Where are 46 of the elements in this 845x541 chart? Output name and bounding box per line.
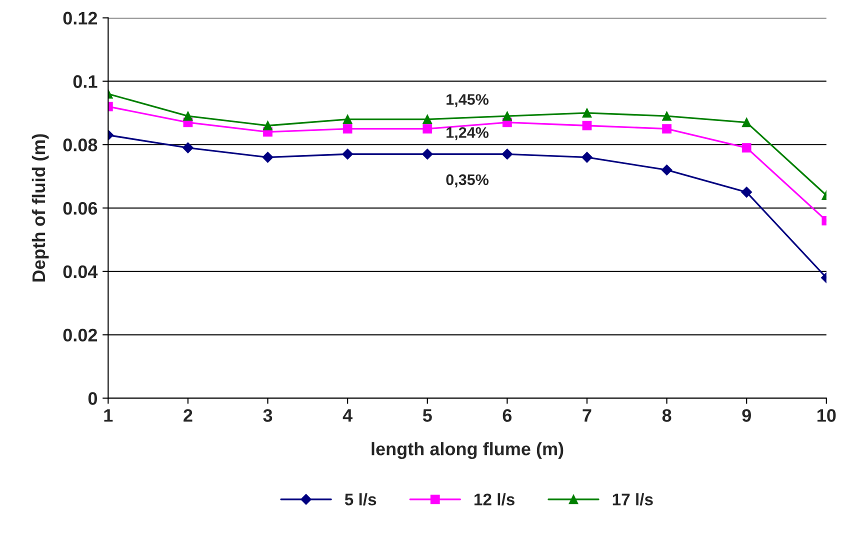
point — [502, 148, 513, 160]
point — [662, 124, 672, 134]
point — [741, 186, 752, 198]
x-tick-label: 7 — [582, 409, 592, 422]
point — [662, 111, 672, 121]
point — [183, 111, 193, 121]
y-axis-title: Depth of fluid (m) — [32, 134, 49, 282]
point — [582, 152, 592, 163]
x-tick-label: 3 — [263, 409, 272, 422]
y-tick-label: 0.08 — [63, 138, 98, 152]
x-tick-label: 2 — [184, 409, 192, 422]
y-tick-label: 0.1 — [73, 75, 98, 88]
point — [502, 111, 512, 121]
y-tick-label: 0 — [88, 392, 98, 405]
y-tick-label: 0.02 — [63, 328, 98, 342]
point — [342, 148, 354, 160]
x-tick-label: 4 — [342, 409, 352, 422]
point — [182, 142, 194, 154]
y-tick-label: 0.12 — [63, 12, 98, 25]
x-tick-label: 8 — [662, 409, 672, 422]
point — [262, 152, 274, 163]
x-tick-label: 5 — [422, 409, 432, 422]
point — [342, 124, 352, 134]
point — [422, 114, 432, 124]
y-tick-label: 0.06 — [63, 202, 98, 215]
legend-label: 17 l/s — [612, 493, 653, 506]
x-tick-label: 9 — [742, 409, 751, 422]
point — [582, 120, 592, 130]
point — [742, 118, 752, 128]
point — [742, 143, 752, 152]
annotation: 1,24% — [446, 127, 489, 140]
annotation: 1,45% — [446, 94, 489, 108]
x-axis-title: length along flume (m) — [372, 442, 564, 459]
x-tick-label: 10 — [818, 409, 836, 422]
annotation: 0,35% — [446, 174, 489, 188]
point — [342, 114, 352, 124]
point — [582, 108, 592, 118]
legend-label: 12 l/s — [474, 493, 514, 506]
y-tick-label: 0.04 — [63, 265, 98, 278]
point — [422, 148, 433, 160]
x-tick-label: 1 — [104, 409, 113, 422]
point — [661, 164, 672, 176]
x-tick-label: 6 — [502, 409, 512, 422]
legend-label: 5 l/s — [344, 493, 376, 506]
point — [422, 124, 432, 134]
point — [263, 120, 272, 130]
